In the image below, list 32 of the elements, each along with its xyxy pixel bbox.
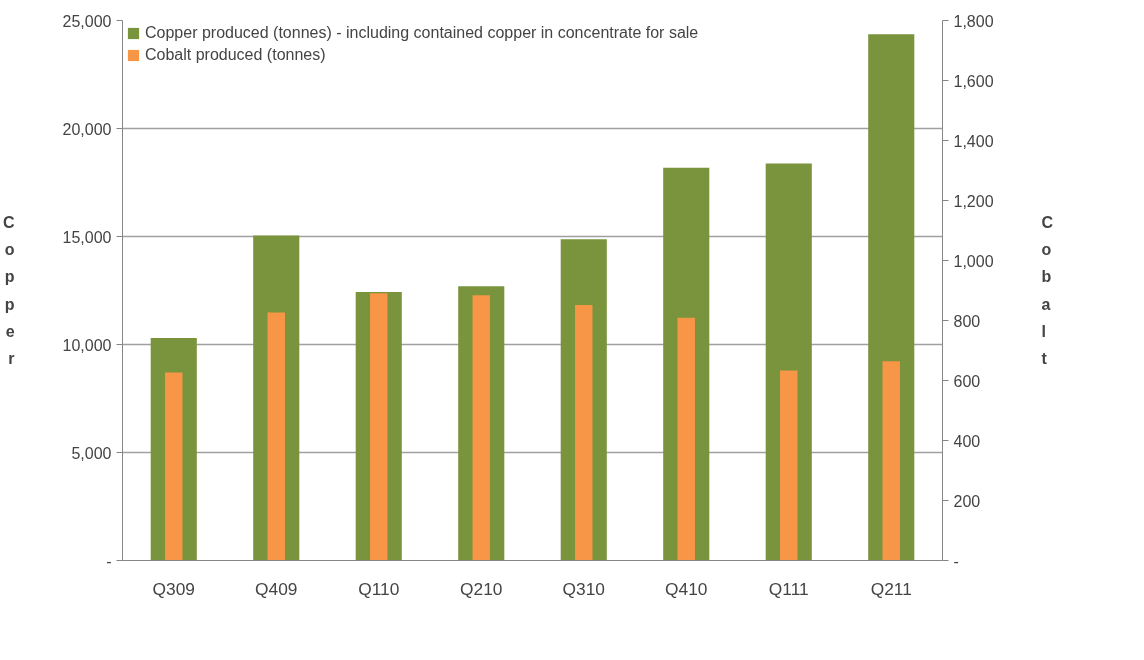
x-tick-label: Q210 [460,578,503,599]
y-tick-label: 25,000 [62,12,112,30]
y-tick-label: 5,000 [71,444,112,462]
y2-tick-label: 1,000 [953,252,994,270]
y2-tick-label: 1,200 [953,192,994,210]
y2-tick-label: 1,600 [953,72,994,90]
y-tick-label: 20,000 [62,120,112,138]
bar [267,312,285,561]
y-tick-label: 10,000 [62,336,112,354]
bar [882,361,900,561]
x-tick-label: Q110 [358,578,400,599]
x-tick-label: Q211 [870,578,912,599]
x-tick-label: Q409 [255,578,298,599]
legend-label: Cobalt produced (tonnes) [145,46,326,64]
y2-axis-title: Cobalt [1041,214,1054,367]
y2-tick-label: 800 [953,312,981,330]
y2-tick-label: - [953,552,959,570]
y-axis-title: Copper [3,214,16,367]
y2-tick-label: 600 [953,372,981,390]
y-tick-label: 15,000 [62,228,112,246]
y2-tick-label: 1,400 [953,132,994,150]
y2-tick-label: 400 [953,432,981,450]
y2-tick-label: 200 [953,492,981,510]
x-tick-label: Q410 [665,578,708,599]
x-tick-label: Q111 [768,578,809,599]
y2-tick-label: 1,800 [953,12,994,30]
bar [677,317,695,561]
y-tick-label: - [106,552,112,570]
x-tick-label: Q310 [562,578,605,599]
legend-label: Copper produced (tonnes) - including contained copper in concentrate for sale [145,24,699,42]
x-tick-label: Q309 [152,578,195,599]
bar [780,370,798,561]
